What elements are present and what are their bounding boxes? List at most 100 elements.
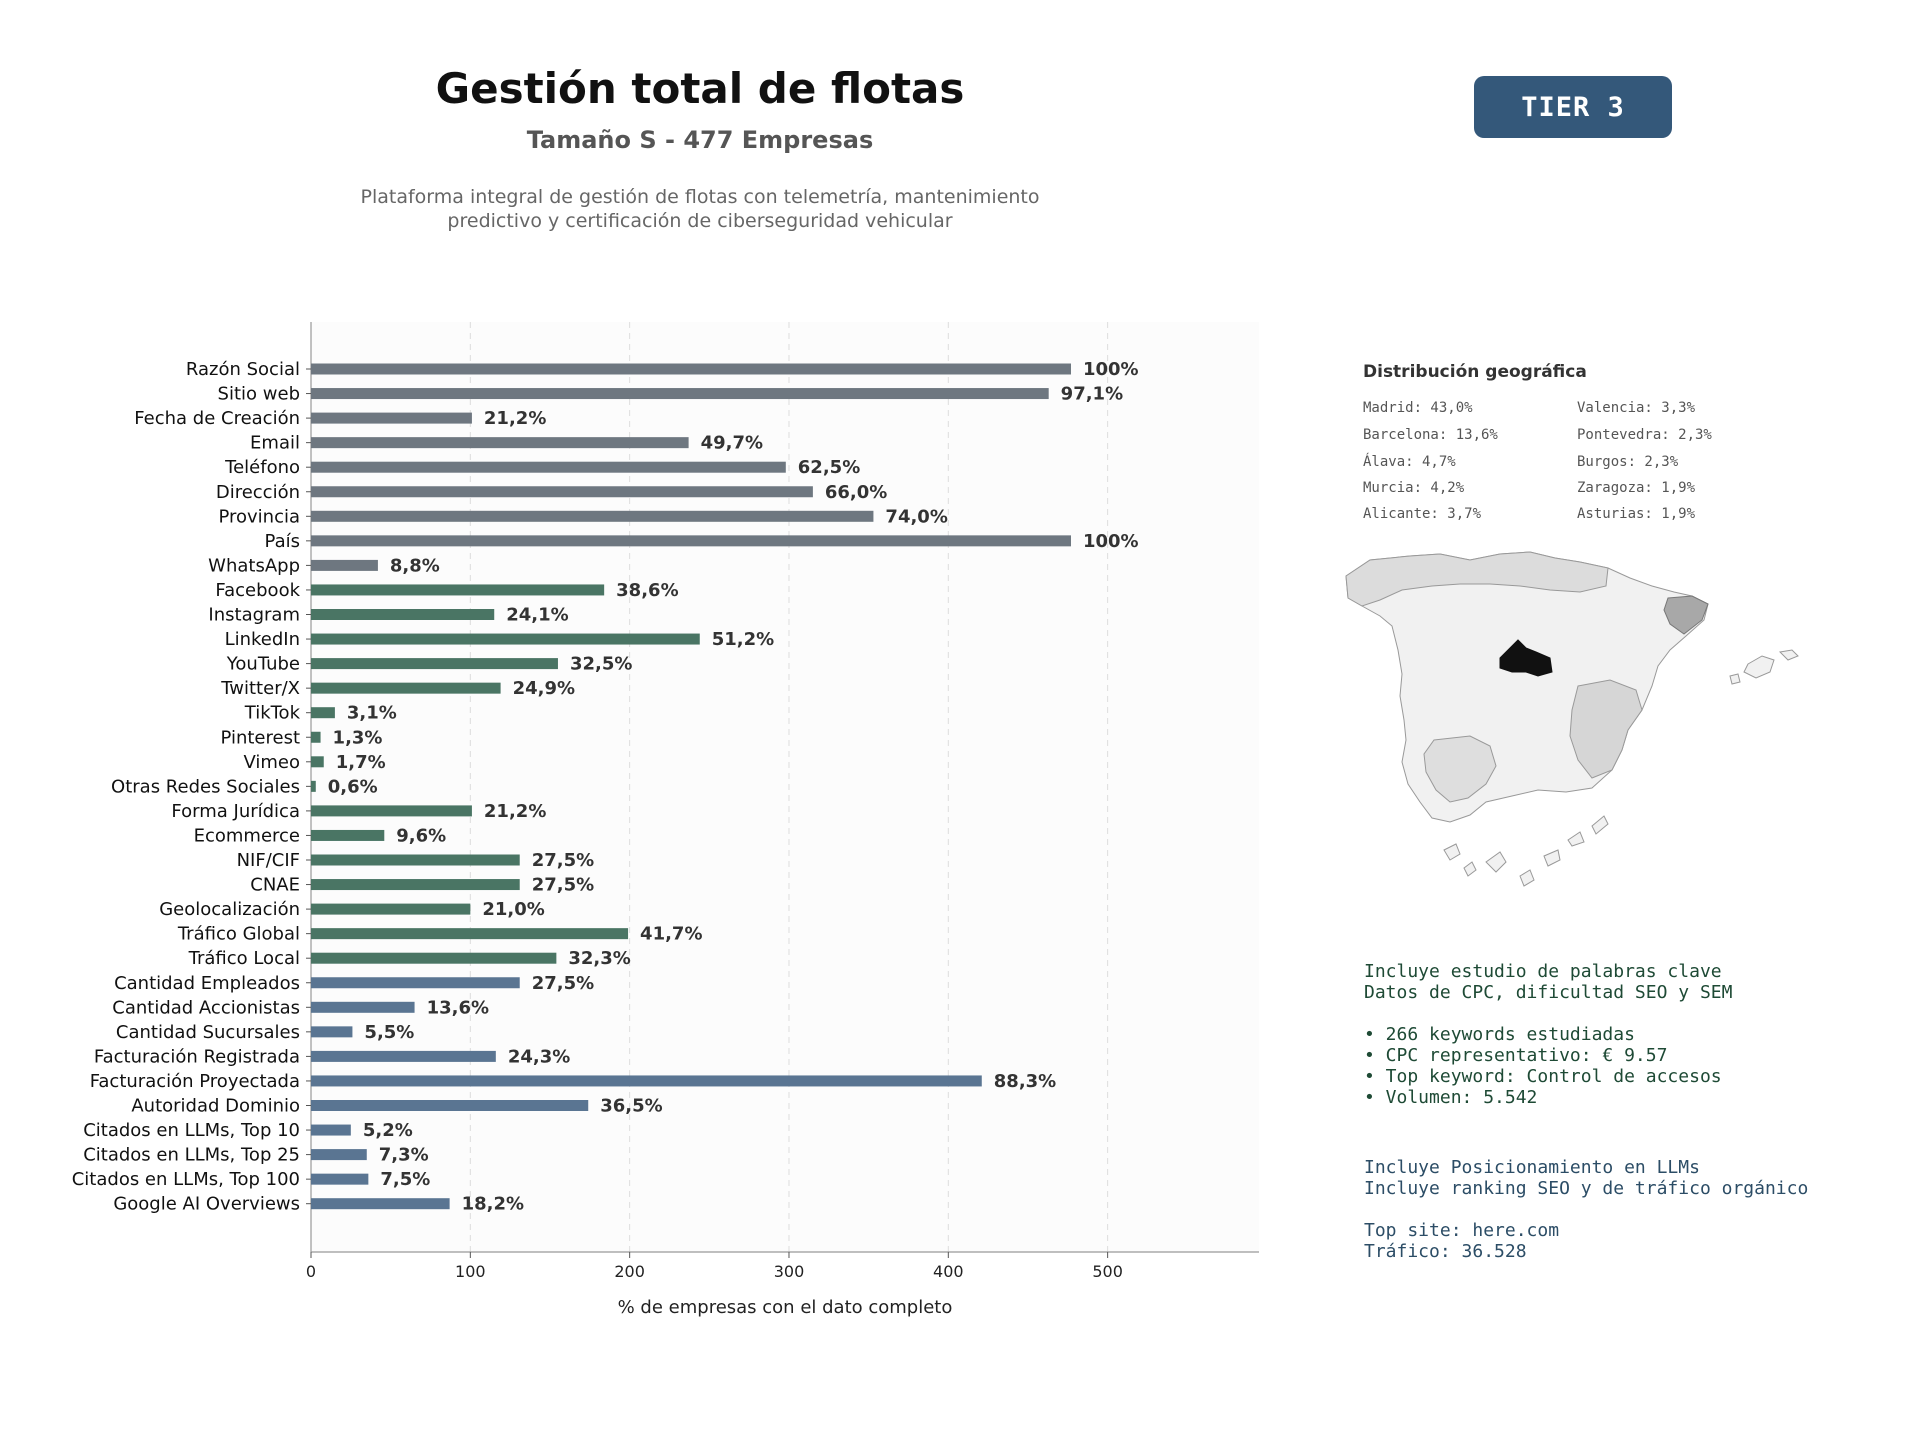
llm-line: Tráfico: 36.528: [1364, 1241, 1527, 1262]
page-subtitle: Tamaño S - 477 Empresas: [526, 126, 874, 154]
data-label: 27,5%: [532, 850, 594, 871]
data-label: 18,2%: [462, 1194, 524, 1215]
y-tick-label: LinkedIn: [225, 629, 300, 650]
y-tick-label: Citados en LLMs, Top 100: [72, 1169, 300, 1190]
data-label: 62,5%: [798, 457, 860, 478]
y-tick-label: TikTok: [244, 703, 301, 724]
bar: [311, 780, 316, 792]
geo-item: Burgos: 2,3%: [1577, 454, 1679, 470]
map-south-region: [1423, 735, 1497, 803]
bar: [311, 977, 520, 989]
x-tick-label: 400: [933, 1262, 964, 1281]
bar: [311, 363, 1071, 375]
seo-line: • Top keyword: Control de accesos: [1364, 1066, 1722, 1087]
page-title: Gestión total de flotas: [435, 64, 965, 113]
data-label: 24,3%: [508, 1046, 570, 1067]
bar: [311, 854, 520, 866]
y-tick-label: CNAE: [250, 875, 300, 896]
y-tick-label: País: [265, 531, 300, 552]
geo-item: Zaragoza: 1,9%: [1577, 480, 1696, 496]
bar: [311, 1198, 450, 1210]
y-tick-label: Tráfico Global: [177, 924, 300, 945]
bar: [311, 879, 520, 891]
y-tick-label: Autoridad Dominio: [131, 1096, 300, 1117]
bar: [311, 559, 378, 571]
data-label: 88,3%: [994, 1071, 1056, 1092]
description-line: predictivo y certificación de cibersegur…: [447, 210, 953, 232]
bar: [311, 388, 1049, 400]
map-barcelona: [1663, 595, 1709, 635]
bar: [311, 437, 689, 449]
data-label: 8,8%: [390, 555, 440, 576]
description-line: Plataforma integral de gestión de flotas…: [360, 186, 1040, 208]
bar: [311, 633, 700, 645]
geo-item: Alicante: 3,7%: [1363, 506, 1482, 522]
data-label: 1,7%: [336, 752, 386, 773]
bar: [311, 1149, 367, 1161]
bar: [311, 658, 558, 670]
data-label: 41,7%: [640, 924, 702, 945]
map-north-coast: [1345, 551, 1609, 607]
bar: [311, 1124, 351, 1136]
seo-line: • CPC representativo: € 9.57: [1364, 1045, 1668, 1066]
data-label: 27,5%: [532, 973, 594, 994]
y-tick-label: Forma Jurídica: [171, 801, 300, 822]
map-madrid: [1499, 639, 1553, 677]
data-label: 27,5%: [532, 875, 594, 896]
map-east-region: [1569, 679, 1643, 779]
bar: [311, 707, 335, 719]
x-tick-label: 300: [774, 1262, 805, 1281]
data-label: 9,6%: [396, 825, 446, 846]
y-tick-label: NIF/CIF: [237, 850, 300, 871]
y-tick-label: Ecommerce: [194, 825, 300, 846]
bar: [311, 829, 385, 841]
data-label: 21,2%: [484, 408, 546, 429]
y-tick-label: Instagram: [208, 605, 300, 626]
y-tick-label: Pinterest: [220, 727, 300, 748]
bar: [311, 903, 471, 915]
data-label: 49,7%: [701, 433, 763, 454]
bar: [311, 584, 605, 596]
bar: [311, 535, 1071, 547]
y-tick-label: Cantidad Sucursales: [116, 1022, 300, 1043]
bar: [311, 486, 813, 498]
y-tick-label: Vimeo: [243, 752, 300, 773]
geo-item: Valencia: 3,3%: [1577, 400, 1696, 416]
bar: [311, 805, 472, 817]
geo-title: Distribución geográfica: [1363, 362, 1587, 382]
x-tick-label: 100: [455, 1262, 486, 1281]
x-tick-label: 500: [1092, 1262, 1123, 1281]
data-label: 97,1%: [1061, 384, 1123, 405]
data-label: 3,1%: [347, 703, 397, 724]
y-tick-label: YouTube: [226, 654, 300, 675]
llm-line: [1364, 1199, 1808, 1220]
data-label: 24,1%: [506, 605, 568, 626]
y-tick-label: Cantidad Accionistas: [112, 997, 300, 1018]
data-label: 100%: [1083, 359, 1139, 380]
y-tick-label: WhatsApp: [208, 555, 300, 576]
bar: [311, 1001, 415, 1013]
y-tick-label: Citados en LLMs, Top 10: [83, 1120, 300, 1141]
y-tick-label: Google AI Overviews: [113, 1194, 300, 1215]
tier-badge: TIER 3: [1474, 76, 1672, 138]
data-label: 1,3%: [333, 727, 383, 748]
bar: [311, 1075, 982, 1087]
data-label: 7,5%: [380, 1169, 430, 1190]
x-tick-label: 0: [306, 1262, 316, 1281]
y-tick-label: Sitio web: [218, 384, 300, 405]
y-tick-label: Facturación Proyectada: [90, 1071, 300, 1092]
llm-info: Incluye Posicionamiento en LLMs Incluye r…: [1364, 1157, 1808, 1262]
y-tick-label: Cantidad Empleados: [114, 973, 300, 994]
data-label: 5,2%: [363, 1120, 413, 1141]
y-tick-label: Geolocalización: [159, 899, 300, 920]
y-tick-label: Otras Redes Sociales: [111, 776, 300, 797]
data-label: 13,6%: [427, 997, 489, 1018]
geo-item: Asturias: 1,9%: [1577, 506, 1696, 522]
bar: [311, 510, 874, 522]
y-tick-label: Citados en LLMs, Top 25: [83, 1145, 300, 1166]
map-canarias: [1443, 815, 1609, 887]
seo-line: [1364, 1003, 1732, 1024]
llm-line: Incluye ranking SEO y de tráfico orgánic…: [1364, 1178, 1809, 1199]
bar: [311, 952, 557, 964]
llm-line: Incluye Posicionamiento en LLMs: [1364, 1157, 1700, 1178]
